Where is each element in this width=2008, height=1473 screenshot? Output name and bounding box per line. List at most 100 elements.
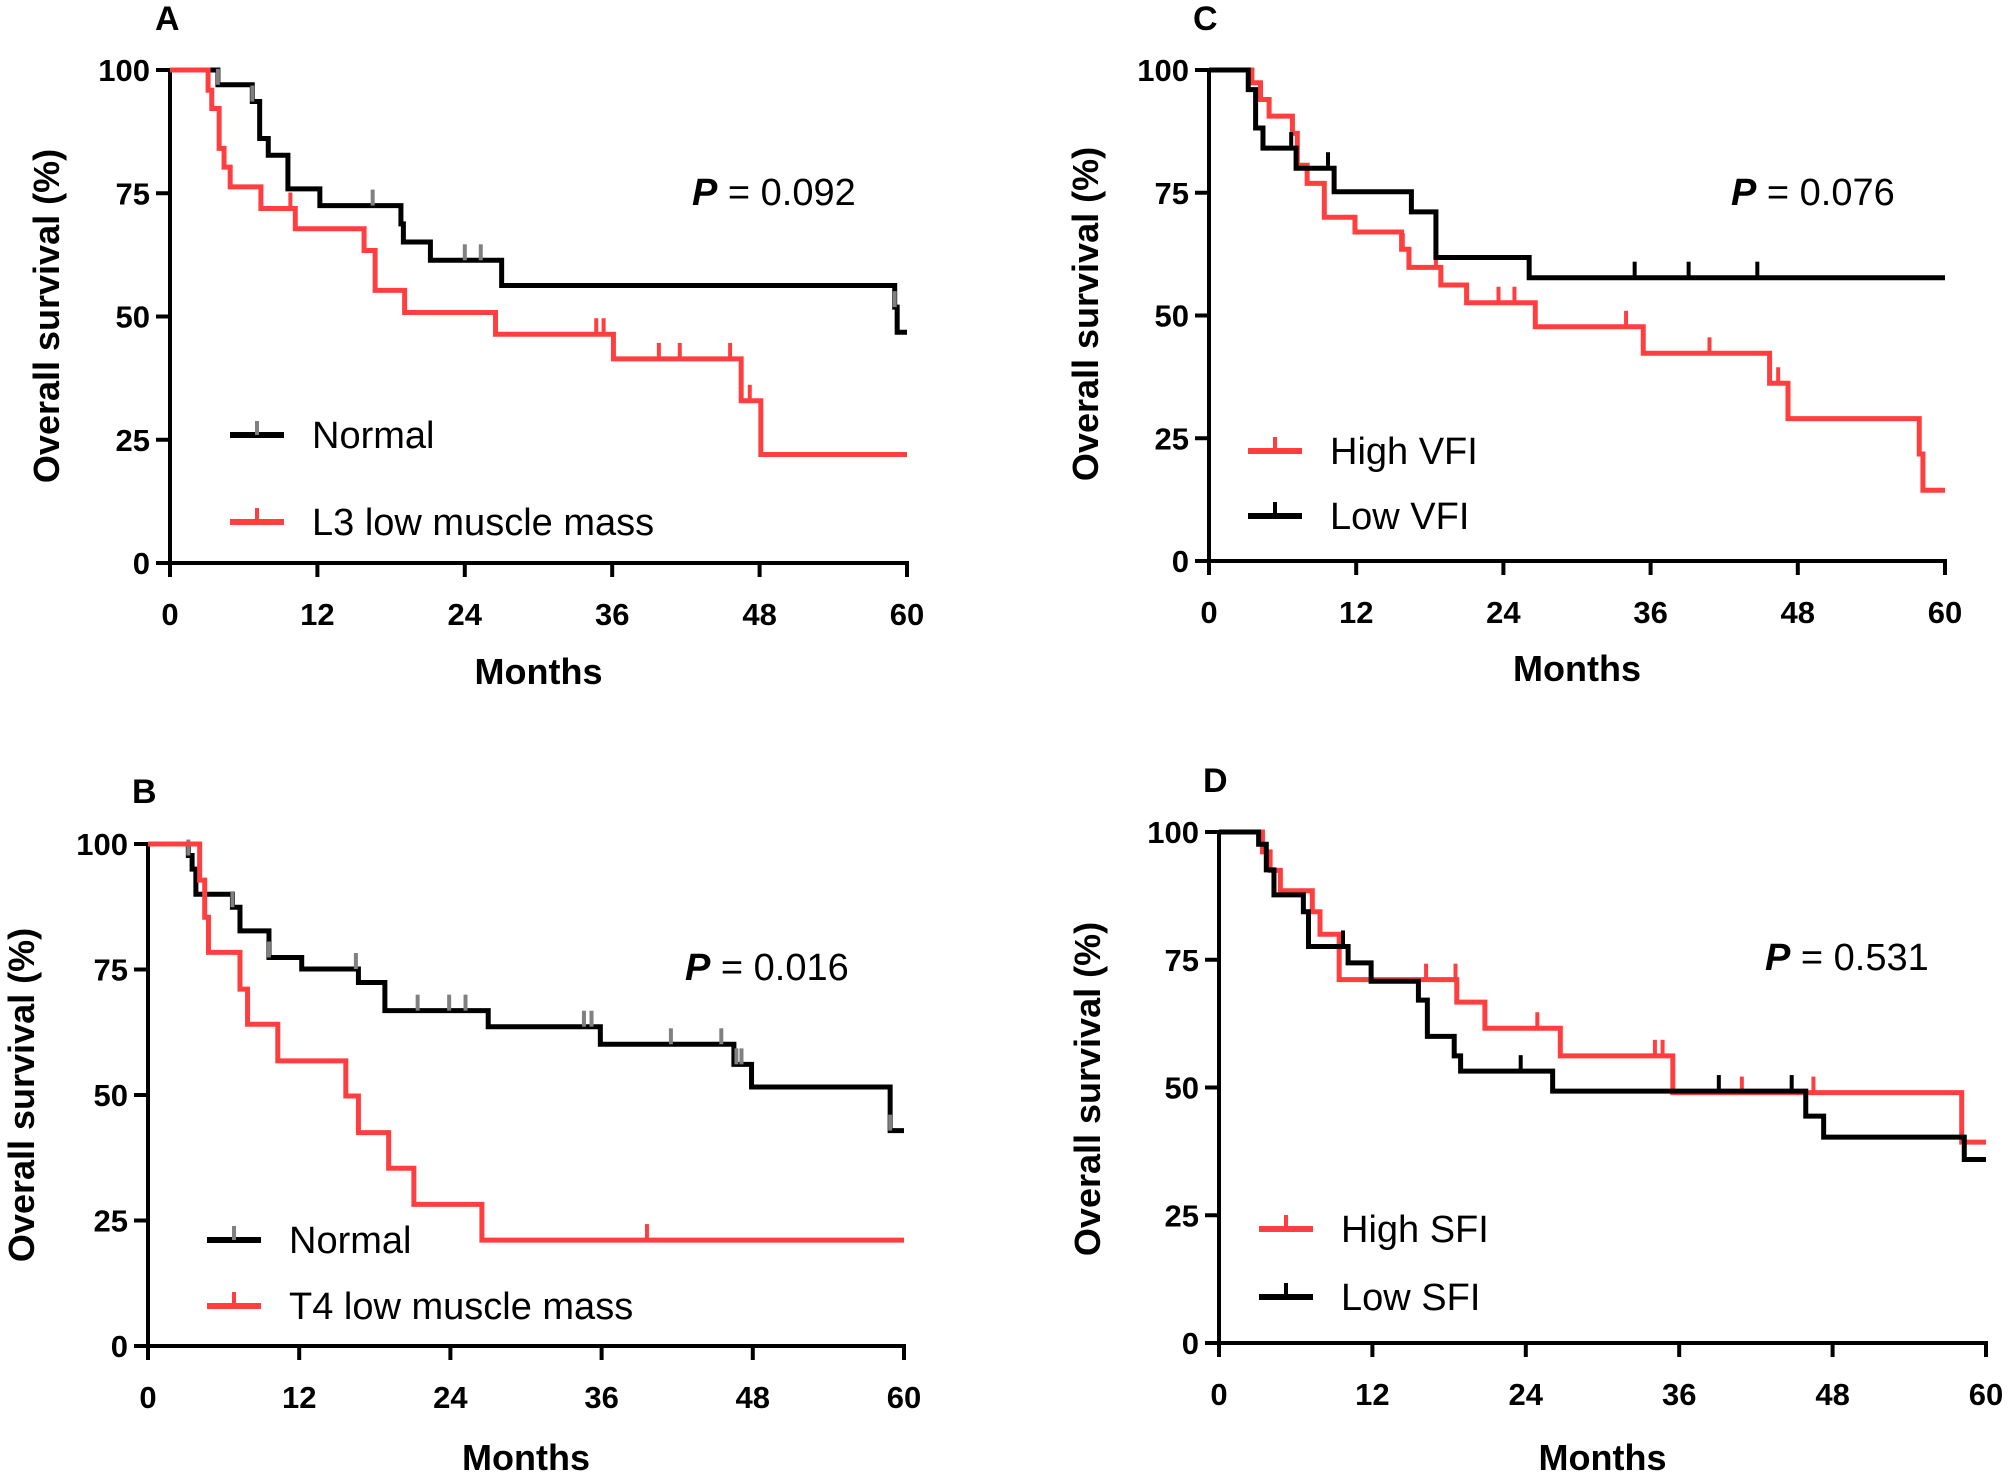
x-tick-label: 48 <box>1781 595 1815 630</box>
survival-curve <box>148 841 904 1243</box>
y-tick-label: 75 <box>1155 176 1189 211</box>
series-low-sfi <box>1219 829 1986 1163</box>
y-tick-label: 75 <box>1165 943 1199 978</box>
p-value: P = 0.092 <box>692 172 856 214</box>
x-tick-label: 36 <box>584 1380 618 1415</box>
panel-c: C 0 25 50 75 100 0 12 24 36 48 60 Months Overall surv… <box>1065 0 1962 689</box>
p-label: P <box>1765 937 1791 979</box>
p-value-text: = 0.092 <box>717 172 855 214</box>
p-value: P = 0.016 <box>685 947 849 989</box>
y-tick-label: 100 <box>1137 53 1189 88</box>
legend-label: Normal <box>312 415 434 457</box>
y-tick-label: 0 <box>1172 544 1189 579</box>
series-high-vfi <box>1209 67 1945 493</box>
legend-item: High SFI <box>1259 1209 1489 1251</box>
p-value-text: = 0.016 <box>710 947 848 989</box>
x-tick-label: 24 <box>1486 595 1521 630</box>
x-axis-title: Months <box>475 651 603 692</box>
survival-curve <box>1209 67 1945 493</box>
y-tick-label: 50 <box>1165 1071 1199 1106</box>
x-tick-label: 60 <box>887 1380 921 1415</box>
series-high-sfi <box>1219 829 1986 1145</box>
p-value-text: = 0.076 <box>1756 172 1894 214</box>
x-tick-label: 36 <box>1662 1377 1696 1412</box>
y-tick-label: 25 <box>94 1204 128 1239</box>
x-tick-label: 48 <box>742 597 776 632</box>
p-label: P <box>685 947 711 989</box>
p-value: P = 0.531 <box>1765 937 1929 979</box>
series-t4-low-muscle-mass <box>148 841 904 1243</box>
legend-item: Low VFI <box>1248 496 1469 538</box>
x-tick-label: 24 <box>433 1380 468 1415</box>
panel-letter: B <box>132 773 157 811</box>
x-tick-label: 12 <box>1339 595 1373 630</box>
survival-curve <box>170 67 907 458</box>
x-axis-title: Months <box>1539 1437 1667 1473</box>
legend-label: T4 low muscle mass <box>289 1286 633 1328</box>
p-value-text: = 0.531 <box>1790 937 1928 979</box>
x-tick-label: 0 <box>139 1380 156 1415</box>
x-tick-label: 24 <box>1509 1377 1544 1412</box>
panel-a: A 0 25 50 75 100 0 12 24 36 48 60 Months Overall surv… <box>26 0 924 692</box>
p-value: P = 0.076 <box>1731 172 1895 214</box>
x-tick-label: 0 <box>1200 595 1217 630</box>
y-tick-label: 100 <box>1147 815 1199 850</box>
y-tick-label: 0 <box>1182 1326 1199 1361</box>
y-tick-label: 0 <box>111 1329 128 1364</box>
legend-item: L3 low muscle mass <box>230 502 654 544</box>
legend-label: Normal <box>289 1220 411 1262</box>
legend-label: High SFI <box>1341 1209 1489 1251</box>
x-tick-label: 36 <box>1633 595 1667 630</box>
y-tick-label: 0 <box>133 546 150 581</box>
p-label: P <box>692 172 718 214</box>
y-tick-label: 75 <box>116 176 150 211</box>
y-tick-label: 100 <box>76 827 128 862</box>
y-tick-label: 25 <box>1155 421 1189 456</box>
y-axis-title: Overall survival (%) <box>1065 147 1106 481</box>
legend-label: Low VFI <box>1330 496 1469 538</box>
series-l3-low-muscle-mass <box>170 67 907 458</box>
legend-item: Low SFI <box>1259 1277 1480 1319</box>
legend-item: Normal <box>230 415 434 457</box>
panel-b: B 0 25 50 75 100 0 12 24 36 48 60 Months Overall surv… <box>1 773 921 1473</box>
x-tick-label: 24 <box>448 597 483 632</box>
survival-curve <box>148 841 904 1134</box>
series-normal <box>170 67 907 335</box>
y-axis-title: Overall survival (%) <box>1067 922 1108 1256</box>
x-axis-title: Months <box>462 1437 590 1473</box>
survival-curve <box>1219 829 1986 1163</box>
y-tick-label: 50 <box>116 300 150 335</box>
y-axis-title: Overall survival (%) <box>1 928 42 1262</box>
x-tick-label: 60 <box>1969 1377 2003 1412</box>
x-tick-label: 0 <box>161 597 178 632</box>
legend-item: T4 low muscle mass <box>207 1286 633 1328</box>
x-tick-label: 12 <box>300 597 334 632</box>
panel-letter: C <box>1193 0 1218 38</box>
y-tick-label: 100 <box>98 53 150 88</box>
series-low-vfi <box>1209 67 1945 281</box>
y-tick-label: 25 <box>1165 1198 1199 1233</box>
y-tick-label: 25 <box>116 423 150 458</box>
legend-item: Normal <box>207 1220 411 1262</box>
legend-label: L3 low muscle mass <box>312 502 654 544</box>
x-tick-label: 60 <box>1928 595 1962 630</box>
panel-letter: D <box>1203 762 1228 800</box>
y-axis-title: Overall survival (%) <box>26 149 67 483</box>
x-tick-label: 48 <box>736 1380 770 1415</box>
y-tick-label: 50 <box>94 1078 128 1113</box>
x-tick-label: 36 <box>595 597 629 632</box>
survival-curve <box>1209 67 1945 281</box>
legend-item: High VFI <box>1248 431 1478 473</box>
x-tick-label: 48 <box>1815 1377 1849 1412</box>
x-axis-title: Months <box>1513 648 1641 689</box>
x-tick-label: 12 <box>1355 1377 1389 1412</box>
panel-d: D 0 25 50 75 100 0 12 24 36 48 60 Months Overall surv… <box>1067 762 2003 1473</box>
legend-label: High VFI <box>1330 431 1478 473</box>
legend-label: Low SFI <box>1341 1277 1480 1319</box>
survival-curve <box>1219 829 1986 1145</box>
y-tick-label: 75 <box>94 953 128 988</box>
y-tick-label: 50 <box>1155 299 1189 334</box>
panel-letter: A <box>155 0 180 38</box>
p-label: P <box>1731 172 1757 214</box>
